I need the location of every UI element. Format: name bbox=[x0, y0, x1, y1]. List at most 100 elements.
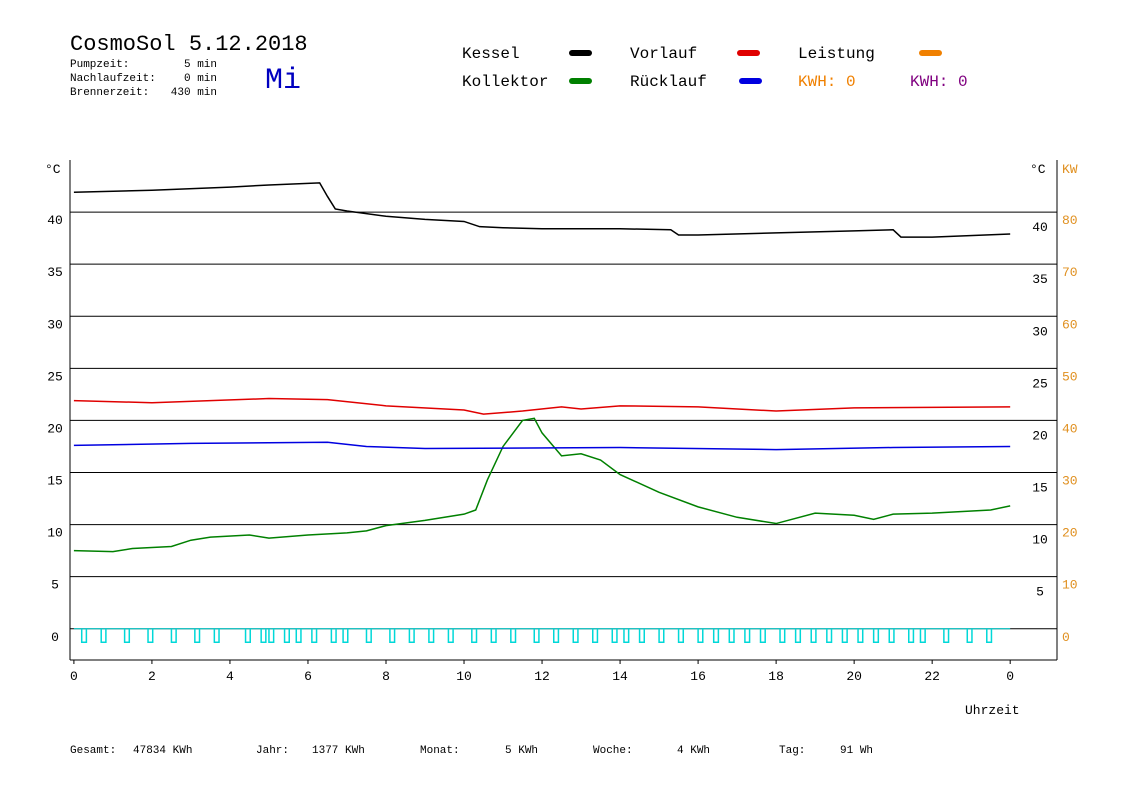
pump-pulse bbox=[283, 628, 290, 644]
pump-pulse bbox=[365, 628, 372, 644]
total-value: 5 KWh bbox=[505, 745, 538, 757]
y2-tick-label: 0 bbox=[1062, 630, 1070, 645]
stat-unit: min bbox=[197, 59, 217, 71]
pump-pulse bbox=[260, 628, 267, 644]
pump-pulse bbox=[697, 628, 704, 644]
pump-pulse bbox=[908, 628, 915, 644]
y2-tick-label: 60 bbox=[1062, 317, 1078, 332]
total-number: 1377 bbox=[312, 745, 338, 757]
pump-pulse bbox=[428, 628, 435, 644]
legend-label: Rücklauf bbox=[630, 73, 707, 91]
total-unit: KWh bbox=[518, 745, 538, 757]
pump-pulse bbox=[623, 628, 630, 644]
series-line bbox=[73, 397, 1011, 415]
pump-pulse bbox=[728, 628, 735, 644]
pump-pulse bbox=[966, 628, 973, 644]
stat-label: Nachlaufzeit: bbox=[70, 73, 156, 85]
pump-pulse bbox=[857, 628, 864, 644]
y-tick-label-right: 30 bbox=[1032, 324, 1048, 339]
pump-pulse bbox=[268, 628, 275, 644]
pump-pulse bbox=[389, 628, 396, 644]
pump-pulse bbox=[872, 628, 880, 644]
x-tick-label: 0 bbox=[1006, 669, 1014, 684]
pump-pulse bbox=[592, 628, 599, 644]
total-value: 1377 KWh bbox=[312, 745, 365, 757]
y2-tick-label: 50 bbox=[1062, 369, 1078, 384]
total-label: Woche: bbox=[593, 745, 633, 757]
y-tick-label-right: 10 bbox=[1032, 533, 1048, 548]
legend-label: Kessel bbox=[462, 45, 520, 63]
pump-pulse bbox=[510, 628, 517, 644]
pump-pulse bbox=[888, 628, 895, 644]
stat-value: 430 min bbox=[171, 87, 217, 99]
pump-pulse bbox=[447, 628, 454, 644]
x-tick-label: 4 bbox=[226, 669, 234, 684]
total-number: 5 bbox=[505, 745, 512, 757]
y-tick-label-right: 40 bbox=[1032, 220, 1048, 235]
legend-label: Vorlauf bbox=[630, 45, 697, 63]
pump-pulse bbox=[841, 628, 848, 644]
pump-pulse bbox=[611, 628, 618, 644]
x-tick-label: 6 bbox=[304, 669, 312, 684]
y-tick-label: 10 bbox=[47, 526, 63, 541]
y-tick-label-right: 20 bbox=[1032, 428, 1048, 443]
pump-pulse bbox=[311, 628, 318, 644]
total-label: Tag: bbox=[779, 745, 805, 757]
x-tick-label: 22 bbox=[924, 669, 940, 684]
y2-tick-label: 40 bbox=[1062, 421, 1078, 436]
series-line bbox=[73, 182, 1011, 238]
pump-pulse bbox=[80, 628, 88, 644]
x-tick-label: 8 bbox=[382, 669, 390, 684]
y-tick-label: 20 bbox=[47, 421, 63, 436]
pump-pulse bbox=[244, 628, 251, 644]
pump-pulse bbox=[943, 628, 950, 644]
pump-pulse bbox=[342, 628, 349, 644]
stat-value: 5 min bbox=[184, 59, 217, 71]
pump-pulse bbox=[759, 628, 766, 644]
kwh-label: KWH: 0 bbox=[798, 73, 856, 91]
x-tick-label: 14 bbox=[612, 669, 628, 684]
y-axis-label: °C bbox=[45, 162, 61, 177]
series-line bbox=[73, 441, 1011, 451]
total-label: Jahr: bbox=[256, 745, 289, 757]
title: CosmoSol 5.12.2018 bbox=[70, 32, 308, 57]
pump-pulse bbox=[744, 628, 751, 644]
pump-pulse bbox=[100, 628, 107, 644]
y-tick-label: 15 bbox=[47, 474, 63, 489]
pump-pulse bbox=[677, 628, 685, 644]
y2-axis-label: KW bbox=[1062, 162, 1078, 177]
total-unit: Wh bbox=[860, 745, 873, 757]
kwh-text: KWH: bbox=[798, 73, 836, 91]
total-number: 47834 bbox=[133, 745, 166, 757]
pump-pulse bbox=[638, 628, 646, 644]
pump-pulse bbox=[572, 628, 579, 644]
pump-pulse bbox=[552, 628, 560, 644]
kwh-text: KWH: bbox=[910, 73, 948, 91]
y-tick-label-right: 35 bbox=[1032, 272, 1048, 287]
y-tick-label: 25 bbox=[47, 369, 63, 384]
pump-pulse bbox=[794, 628, 802, 644]
y-tick-label: 35 bbox=[47, 265, 63, 280]
y-tick-label-right: 25 bbox=[1032, 376, 1048, 391]
pump-pulse bbox=[658, 628, 665, 644]
x-tick-label: 10 bbox=[456, 669, 472, 684]
x-tick-label: 0 bbox=[70, 669, 78, 684]
y2-tick-label: 20 bbox=[1062, 526, 1078, 541]
stat-label: Pumpzeit: bbox=[70, 59, 129, 71]
pump-pulse bbox=[490, 628, 497, 644]
y-tick-label-right: 15 bbox=[1032, 481, 1048, 496]
total-label: Monat: bbox=[420, 745, 460, 757]
total-value: 47834 KWh bbox=[133, 745, 192, 757]
y-tick-label-right: 5 bbox=[1036, 585, 1044, 600]
weekday: Mi bbox=[265, 64, 301, 98]
total-value: 4 KWh bbox=[677, 745, 710, 757]
x-tick-label: 18 bbox=[768, 669, 784, 684]
pump-pulse bbox=[986, 628, 993, 644]
total-value: 91 Wh bbox=[840, 745, 873, 757]
y2-tick-label: 70 bbox=[1062, 265, 1078, 280]
legend-label: Leistung bbox=[798, 45, 875, 63]
x-tick-label: 20 bbox=[846, 669, 862, 684]
pump-pulse bbox=[533, 628, 540, 644]
stat-number: 0 bbox=[184, 73, 191, 85]
kwh-label: KWH: 0 bbox=[910, 73, 968, 91]
